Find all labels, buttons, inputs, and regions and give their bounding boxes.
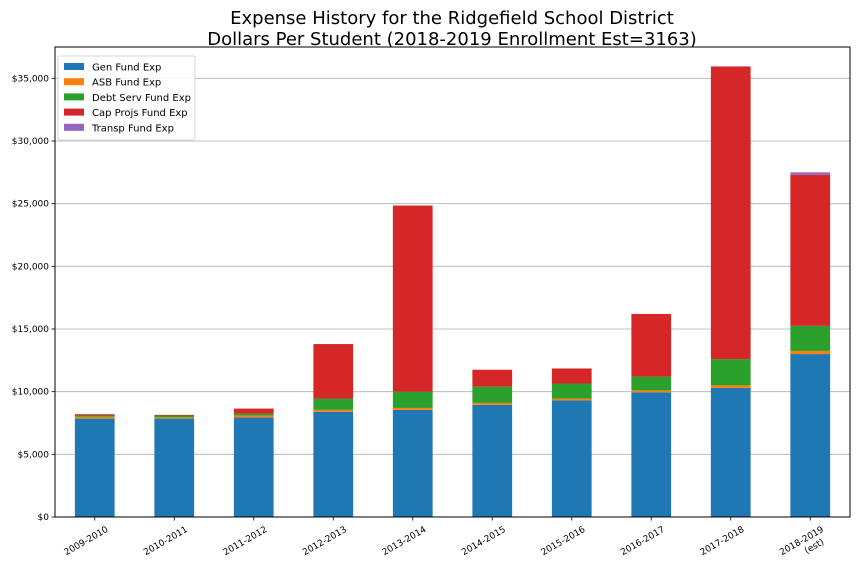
legend-box xyxy=(57,55,196,141)
bar-debt-serv-fund-exp-2015-2016 xyxy=(551,383,592,399)
bar-asb-fund-exp-2010-2011 xyxy=(154,417,195,419)
bar-cap-projs-fund-exp-2011-2012 xyxy=(233,408,274,414)
y-tick-label: $20,000 xyxy=(12,262,49,272)
x-tick-label-line: 2011-2012 xyxy=(222,525,269,558)
x-tick-label: 2015-2016 xyxy=(540,525,588,558)
x-tick-label-line: 2013-2014 xyxy=(381,525,429,558)
bar-asb-fund-exp-2016-2017 xyxy=(631,390,672,393)
y-tick-label: $25,000 xyxy=(12,200,49,210)
x-tick-label: 2018-2019(est) xyxy=(778,525,831,568)
bar-debt-serv-fund-exp-2018-2019-est xyxy=(790,325,831,351)
legend: Gen Fund Exp ASB Fund Exp Debt Serv Fund E… xyxy=(57,55,196,141)
bar-asb-fund-exp-2014-2015 xyxy=(472,402,513,405)
bar-cap-projs-fund-exp-2010-2011 xyxy=(154,414,195,416)
x-tick-label: 2016-2017 xyxy=(619,525,666,558)
bar-cap-projs-fund-exp-2018-2019-est xyxy=(790,174,831,326)
bar-cap-projs-fund-exp-2012-2013 xyxy=(313,344,354,399)
bar-debt-serv-fund-exp-2016-2017 xyxy=(631,376,672,391)
chart-title: Expense History for the Ridgefield Schoo… xyxy=(0,8,864,50)
bar-debt-serv-fund-exp-2010-2011 xyxy=(154,415,195,418)
bar-asb-fund-exp-2013-2014 xyxy=(392,407,433,410)
plot-frame xyxy=(54,46,851,518)
bar-gen-fund-exp-2017-2018 xyxy=(710,387,751,517)
y-tick-label: $30,000 xyxy=(12,137,49,147)
y-axis: $0 $5,000 $10,000 $15,000 $20,000 $25,000 $30,… xyxy=(12,74,55,523)
legend-label-transp-fund-exp: Transp Fund Exp xyxy=(91,123,174,134)
x-tick-label: 2012-2013 xyxy=(301,525,348,558)
bar-gen-fund-exp-2015-2016 xyxy=(551,400,592,517)
bar-transp-fund-exp-2018-2019-est xyxy=(790,172,831,175)
x-tick-label: 2010-2011 xyxy=(142,525,189,558)
bars xyxy=(74,66,831,517)
legend-label-debt-serv-fund-exp: Debt Serv Fund Exp xyxy=(92,93,191,104)
legend-swatch-debt-serv-fund-exp xyxy=(64,93,84,101)
x-tick-label: 2009-2010 xyxy=(63,525,111,558)
y-tick-label: $0 xyxy=(38,513,50,523)
bar-gen-fund-exp-2016-2017 xyxy=(631,392,672,517)
y-tick-label: $10,000 xyxy=(12,388,49,398)
chart-title-line-2: Dollars Per Student (2018-2019 Enrollmen… xyxy=(207,29,697,50)
x-tick-label-line: 2017-2018 xyxy=(699,525,747,558)
bar-cap-projs-fund-exp-2014-2015 xyxy=(472,369,513,387)
chart-title-line-1: Expense History for the Ridgefield Schoo… xyxy=(230,8,674,29)
bar-gen-fund-exp-2011-2012 xyxy=(233,417,274,517)
bar-gen-fund-exp-2018-2019-est xyxy=(790,354,831,517)
bar-cap-projs-fund-exp-2016-2017 xyxy=(631,313,672,377)
bar-gen-fund-exp-2012-2013 xyxy=(313,411,354,517)
bar-cap-projs-fund-exp-2013-2014 xyxy=(392,205,433,392)
bar-asb-fund-exp-2018-2019-est xyxy=(790,350,831,355)
bar-asb-fund-exp-2017-2018 xyxy=(710,385,751,388)
x-tick-label-line: 2012-2013 xyxy=(301,525,348,558)
bar-cap-projs-fund-exp-2009-2010 xyxy=(74,414,115,416)
bar-debt-serv-fund-exp-2011-2012 xyxy=(233,413,274,416)
y-tick-label: $35,000 xyxy=(12,74,49,84)
legend-swatch-gen-fund-exp xyxy=(64,63,84,70)
x-tick-label-line: 2015-2016 xyxy=(540,525,588,558)
x-tick-label-line: 2010-2011 xyxy=(142,525,189,558)
bar-gen-fund-exp-2014-2015 xyxy=(472,404,513,517)
legend-label-asb-fund-exp: ASB Fund Exp xyxy=(92,78,161,89)
x-tick-label-line: 2016-2017 xyxy=(619,525,666,558)
bar-cap-projs-fund-exp-2015-2016 xyxy=(551,368,592,384)
y-tick-label: $5,000 xyxy=(18,450,50,460)
bar-gen-fund-exp-2009-2010 xyxy=(74,418,115,517)
bar-asb-fund-exp-2012-2013 xyxy=(313,409,354,412)
bar-debt-serv-fund-exp-2009-2010 xyxy=(74,415,115,417)
legend-label-gen-fund-exp: Gen Fund Exp xyxy=(92,63,161,74)
x-tick-label: 2011-2012 xyxy=(222,525,269,558)
bar-asb-fund-exp-2011-2012 xyxy=(233,415,274,418)
legend-swatch-cap-projs-fund-exp xyxy=(64,108,84,116)
y-tick-label: $15,000 xyxy=(12,325,49,335)
bar-debt-serv-fund-exp-2014-2015 xyxy=(472,386,513,403)
x-tick-label-line: 2009-2010 xyxy=(63,525,111,558)
x-axis: 2009-2010 2010-2011 2011-2012 2012-2013 2013… xyxy=(63,517,831,568)
bar-gen-fund-exp-2013-2014 xyxy=(392,409,433,517)
x-tick-label: 2013-2014 xyxy=(381,525,429,558)
bar-gen-fund-exp-2010-2011 xyxy=(154,418,195,517)
legend-label-cap-projs-fund-exp: Cap Projs Fund Exp xyxy=(92,108,188,119)
bar-debt-serv-fund-exp-2012-2013 xyxy=(313,398,354,410)
legend-swatch-asb-fund-exp xyxy=(64,78,84,86)
x-tick-label-line: 2014-2015 xyxy=(460,525,507,558)
x-tick-label: 2014-2015 xyxy=(460,525,507,558)
bar-asb-fund-exp-2009-2010 xyxy=(74,416,115,419)
bar-cap-projs-fund-exp-2017-2018 xyxy=(710,66,751,360)
bar-debt-serv-fund-exp-2013-2014 xyxy=(392,391,433,408)
bar-asb-fund-exp-2015-2016 xyxy=(551,398,592,401)
x-tick-label: 2017-2018 xyxy=(699,525,747,558)
legend-swatch-transp-fund-exp xyxy=(64,123,84,131)
bar-debt-serv-fund-exp-2017-2018 xyxy=(710,359,751,386)
